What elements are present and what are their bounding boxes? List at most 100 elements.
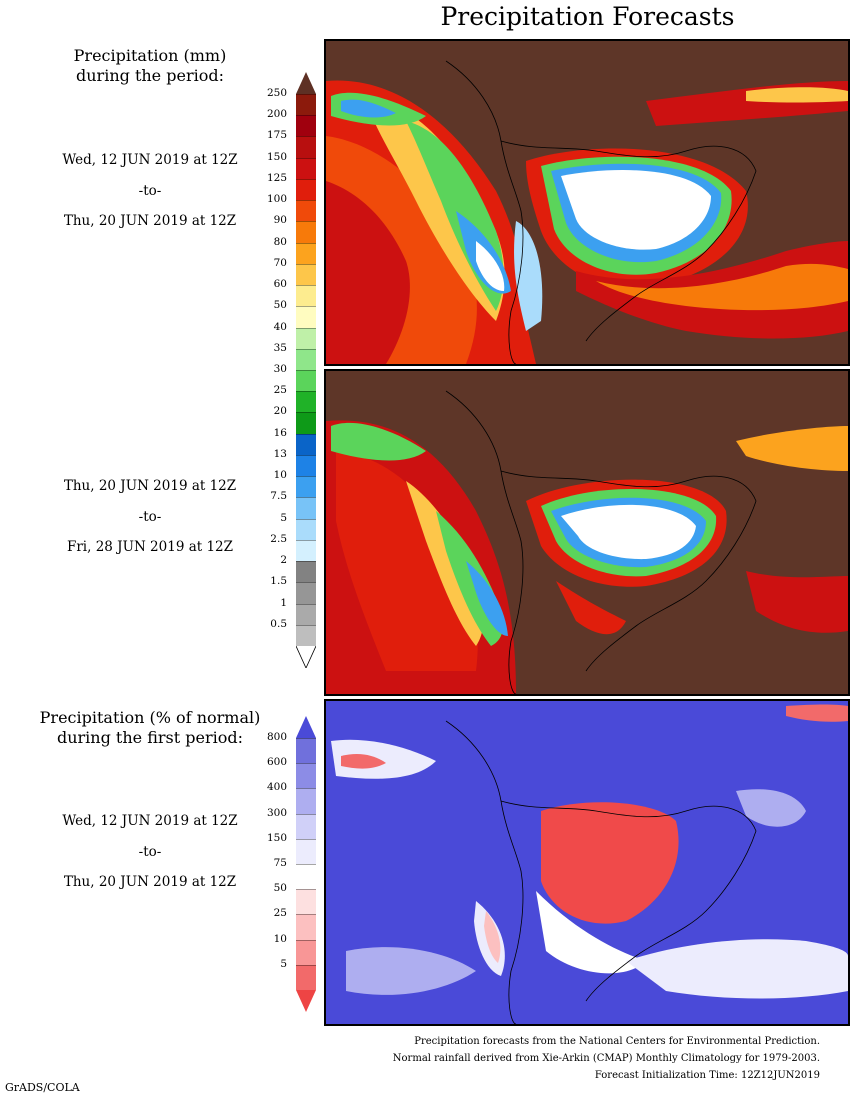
mm-colorbar-bottom-arrow (296, 646, 316, 668)
mm-colorbar-segment (296, 136, 316, 158)
map-period2-svg (326, 371, 848, 694)
mm-colorbar-label: 80 (273, 235, 287, 248)
mm-colorbar-segment (296, 200, 316, 222)
mm-colorbar-segment (296, 348, 316, 370)
mm-colorbar-label: 10 (273, 469, 287, 482)
pct-colorbar-label: 25 (273, 907, 287, 920)
mm-colorbar-label: 40 (273, 320, 287, 333)
pct-colorbar-label: 75 (273, 857, 287, 869)
period2-separator: -to- (138, 509, 162, 525)
period2-end: Fri, 28 JUN 2019 at 12Z (66, 539, 234, 555)
mm-colorbar-segment (296, 454, 316, 477)
map-pct-normal-svg (326, 701, 848, 1024)
mm-colorbar-segment (296, 518, 316, 540)
map-panel-period2 (324, 369, 850, 696)
map-period1-svg (326, 41, 848, 364)
period2-start: Thu, 20 JUN 2019 at 12Z (63, 478, 237, 494)
pct-colorbar-label: 800 (266, 731, 287, 743)
mm-colorbar-label: 13 (273, 447, 287, 460)
mm-colorbar-segment (296, 115, 316, 137)
footer-line1: Precipitation forecasts from the Nationa… (414, 1036, 820, 1047)
pct-colorbar-bottom-arrow (296, 990, 316, 1012)
mm-colorbar-label: 30 (273, 363, 287, 375)
mm-colorbar-label: 7.5 (270, 490, 287, 503)
pct-colorbar-label: 5 (280, 957, 287, 970)
pct-colorbar-segment (296, 964, 316, 990)
mm-colorbar-segment (296, 497, 316, 519)
pct-colorbar-segment (296, 939, 316, 965)
mm-colorbar-label: 70 (273, 256, 287, 269)
mm-colorbar-label: 200 (266, 108, 287, 121)
map-panel-period1 (324, 39, 850, 366)
legend-pct-caption: Precipitation (% of normal) during the f… (5, 708, 295, 748)
mm-colorbar-label: 150 (266, 150, 287, 163)
pct-colorbar-segment (296, 763, 316, 789)
pct-colorbar-label: 600 (266, 756, 287, 769)
mm-colorbar-label: 90 (273, 214, 287, 227)
pct-colorbar-label: 50 (273, 882, 287, 895)
mm-colorbar-label: 250 (266, 87, 287, 99)
mm-colorbar-label: 0.5 (270, 617, 287, 630)
mm-colorbar-label: 2 (280, 554, 287, 567)
mm-colorbar-label: 1.5 (270, 575, 287, 588)
period3-separator: -to- (138, 844, 162, 860)
mm-colorbar-segment (296, 539, 316, 562)
page-title: Precipitation Forecasts (440, 2, 735, 31)
mm-colorbar-segment (296, 285, 316, 307)
pct-colorbar-segment (296, 738, 316, 764)
pct-colorbar-label: 300 (266, 806, 287, 819)
mm-colorbar-segment (296, 391, 316, 413)
grads-credit: GrADS/COLA (5, 1081, 80, 1094)
pct-colorbar-top-arrow (296, 716, 316, 738)
mm-colorbar-label: 20 (273, 405, 287, 418)
mm-colorbar-segment (296, 327, 316, 349)
pct-colorbar-segment (296, 788, 316, 814)
period1-separator: -to- (138, 183, 162, 199)
mm-colorbar-segment (296, 476, 316, 498)
precip-mm-colorbar (296, 72, 316, 668)
period1-end: Thu, 20 JUN 2019 at 12Z (63, 213, 237, 229)
pct-colorbar-label: 400 (266, 781, 287, 794)
mm-colorbar-label: 100 (266, 193, 287, 206)
mm-colorbar-segment (296, 157, 316, 179)
mm-colorbar-segment (296, 178, 316, 201)
period3-end: Thu, 20 JUN 2019 at 12Z (63, 874, 237, 890)
mm-colorbar-segment (296, 582, 316, 604)
mm-colorbar-segment (296, 94, 316, 116)
pct-colorbar-segment (296, 889, 316, 915)
period3-start: Wed, 12 JUN 2019 at 12Z (62, 813, 238, 829)
legend-mm-caption: Precipitation (mm) during the period: (5, 46, 295, 86)
pct-colorbar-label: 10 (273, 932, 287, 945)
footer-line2: Normal rainfall derived from Xie-Arkin (… (392, 1053, 820, 1064)
pct-colorbar-segment (296, 813, 316, 839)
mm-colorbar-label: 25 (273, 384, 287, 397)
pct-colorbar-segment (296, 864, 316, 890)
mm-colorbar-segment (296, 263, 316, 286)
pct-colorbar-segment (296, 838, 316, 864)
map-panel-pct-normal (324, 699, 850, 1026)
mm-colorbar-bottom-arrow-outline (296, 646, 316, 668)
legend-pct-caption-line2: during the first period: (56, 728, 244, 747)
pct-colorbar-segment (296, 914, 316, 940)
mm-colorbar-segment (296, 221, 316, 243)
legend-pct-caption-line1: Precipitation (% of normal) (39, 708, 261, 727)
mm-colorbar-label: 175 (266, 129, 287, 142)
period1-start: Wed, 12 JUN 2019 at 12Z (62, 152, 238, 168)
mm-colorbar-label: 60 (273, 278, 287, 291)
legend-mm-caption-line1: Precipitation (mm) (73, 46, 227, 65)
mm-colorbar-segment (296, 624, 316, 646)
mm-colorbar-segment (296, 561, 316, 583)
mm-colorbar-segment (296, 242, 316, 264)
mm-colorbar-segment (296, 370, 316, 392)
mm-colorbar-label: 50 (273, 299, 287, 312)
mm-colorbar-top-arrow (296, 72, 316, 94)
pct-colorbar-label: 150 (266, 831, 287, 844)
mm-colorbar-segment (296, 433, 316, 455)
legend-mm-caption-line2: during the period: (76, 66, 224, 85)
mm-colorbar-segment (296, 603, 316, 625)
mm-colorbar-label: 5 (280, 511, 287, 524)
precip-pct-colorbar (296, 716, 316, 1012)
mm-colorbar-segment (296, 306, 316, 328)
mm-colorbar-label: 1 (280, 596, 287, 609)
mm-colorbar-label: 125 (266, 171, 287, 184)
